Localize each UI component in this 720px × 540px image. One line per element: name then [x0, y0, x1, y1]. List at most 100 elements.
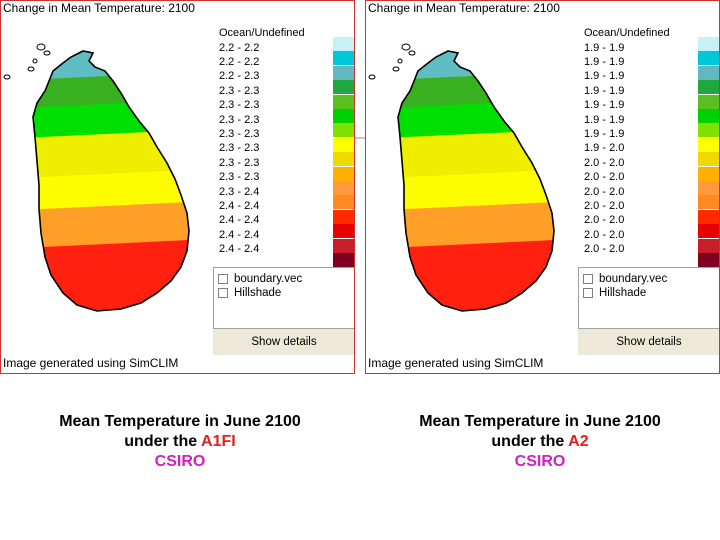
layer-label: Hillshade [234, 287, 282, 299]
legend-label: 2.3 - 2.3 [219, 171, 260, 184]
legend-label: 1.9 - 1.9 [584, 127, 625, 140]
legend-label: 1.9 - 1.9 [584, 84, 625, 97]
islet [392, 66, 400, 72]
checkbox[interactable] [583, 274, 593, 284]
caption-a2: Mean Temperature in June 2100 under the … [360, 412, 720, 472]
checkbox[interactable] [583, 288, 593, 298]
caption-line2: under the A1FI [0, 432, 360, 452]
caption-line1: Mean Temperature in June 2100 [59, 413, 301, 430]
legend-label: 2.0 - 2.0 [584, 171, 625, 184]
caption-prefix: under the [491, 433, 569, 450]
legend-label: 1.9 - 2.0 [584, 142, 625, 155]
footer-text: Image generated using SimCLIM [3, 356, 179, 370]
layer-label: Hillshade [599, 287, 647, 299]
legend-swatch [333, 181, 354, 195]
legend-swatch [333, 109, 354, 123]
legend-swatch [698, 253, 719, 267]
legend-swatch [698, 65, 719, 80]
legend-label: 2.0 - 2.0 [584, 156, 625, 169]
legend-label: 1.9 - 1.9 [584, 41, 625, 54]
sri-lanka-map [368, 43, 555, 312]
caption-a1fi: Mean Temperature in June 2100 under the … [0, 412, 360, 472]
islet [36, 43, 46, 51]
legend-label: 2.3 - 2.4 [219, 185, 260, 198]
legend-swatch [333, 224, 354, 239]
caption-line1: Mean Temperature in June 2100 [419, 413, 661, 430]
legend-swatch [333, 195, 354, 210]
scenario-name: A2 [568, 433, 589, 450]
legend-label: 2.3 - 2.3 [219, 142, 260, 155]
islet [43, 50, 51, 56]
legend-label: 1.9 - 1.9 [584, 55, 625, 68]
islet [27, 66, 35, 72]
legend-swatch [333, 37, 354, 51]
panel-title: Change in Mean Temperature: 2100 [368, 1, 560, 15]
temperature-band [33, 239, 189, 311]
footer-text: Image generated using SimCLIM [368, 356, 544, 370]
legend-swatch [333, 166, 354, 181]
legend-label: 1.9 - 1.9 [584, 113, 625, 126]
layer-boundary[interactable]: boundary.vec [218, 272, 302, 286]
layer-hillshade[interactable]: Hillshade [218, 286, 281, 300]
legend-swatch [333, 152, 354, 167]
checkbox[interactable] [218, 274, 228, 284]
islet [32, 58, 38, 64]
legend-header: Ocean/Undefined [584, 27, 670, 39]
scenario-name: A1FI [201, 433, 236, 450]
legend-label: 2.0 - 2.0 [584, 199, 625, 212]
legend-label: 2.0 - 2.0 [584, 228, 625, 241]
legend-label: 2.3 - 2.3 [219, 156, 260, 169]
legend-label: 2.4 - 2.4 [219, 243, 260, 256]
map-panel-a2: Change in Mean Temperature: 2100 Ocean/U… [365, 0, 720, 374]
legend-swatch [698, 94, 719, 109]
sri-lanka-map [3, 43, 190, 312]
layer-hillshade[interactable]: Hillshade [583, 286, 646, 300]
legend-label: 2.4 - 2.4 [219, 214, 260, 227]
legend-label: 2.3 - 2.3 [219, 127, 260, 140]
legend-swatch [698, 80, 719, 95]
islet [397, 58, 403, 64]
legend-swatch [698, 51, 719, 66]
legend-label: 2.3 - 2.3 [219, 84, 260, 97]
temperature-band [398, 239, 554, 311]
caption-prefix: under the [124, 433, 202, 450]
legend-swatch [698, 123, 719, 138]
legend-swatch [698, 166, 719, 181]
legend-label: 2.2 - 2.2 [219, 41, 260, 54]
legend-label: 1.9 - 1.9 [584, 70, 625, 83]
legend-label: 1.9 - 1.9 [584, 99, 625, 112]
panel-title: Change in Mean Temperature: 2100 [3, 1, 195, 15]
show-details-button[interactable]: Show details [213, 329, 354, 355]
legend-swatch [333, 94, 354, 109]
legend-label: 2.4 - 2.4 [219, 228, 260, 241]
layer-boundary[interactable]: boundary.vec [583, 272, 667, 286]
legend-swatch [698, 224, 719, 239]
legend-label: 2.2 - 2.2 [219, 55, 260, 68]
legend-swatch [698, 209, 719, 224]
islet [368, 74, 376, 80]
legend: Ocean/Undefined 1.9 - 1.9 1.9 - 1.9 1.9 - … [578, 23, 719, 267]
legend-swatch [698, 181, 719, 195]
legend-swatch [333, 238, 354, 253]
legend-label: 2.0 - 2.0 [584, 214, 625, 227]
legend-label: 2.0 - 2.0 [584, 185, 625, 198]
legend-swatch [698, 238, 719, 253]
legend-swatch [333, 51, 354, 66]
islet [408, 50, 416, 56]
checkbox[interactable] [218, 288, 228, 298]
legend-label: 2.3 - 2.3 [219, 113, 260, 126]
model-name: CSIRO [154, 453, 206, 470]
legend-swatch [333, 123, 354, 138]
legend-swatch [698, 152, 719, 167]
layer-list: boundary.vec Hillshade [578, 267, 719, 329]
layer-label: boundary.vec [599, 273, 668, 285]
map-panel-a1fi: Change in Mean Temperature: 2100 Ocean/U… [0, 0, 355, 374]
legend: Ocean/Undefined 2.2 - 2.2 2.2 - 2.2 2.2 - … [213, 23, 354, 267]
islet [3, 74, 11, 80]
divider [355, 137, 365, 139]
show-details-button[interactable]: Show details [578, 329, 719, 355]
legend-swatch [698, 195, 719, 210]
caption-line2: under the A2 [360, 432, 720, 452]
coastline [32, 50, 190, 312]
layer-list: boundary.vec Hillshade [213, 267, 354, 329]
